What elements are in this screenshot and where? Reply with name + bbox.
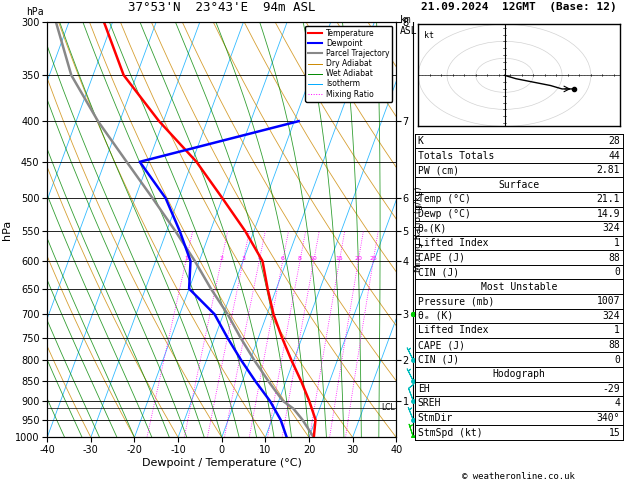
Text: 324: 324	[603, 224, 620, 233]
Text: 6: 6	[281, 256, 284, 261]
Text: Lifted Index: Lifted Index	[418, 326, 488, 335]
Text: 88: 88	[608, 253, 620, 262]
Text: CIN (J): CIN (J)	[418, 267, 459, 277]
Text: Temp (°C): Temp (°C)	[418, 194, 470, 204]
Text: PW (cm): PW (cm)	[418, 165, 459, 175]
Text: StmSpd (kt): StmSpd (kt)	[418, 428, 482, 437]
Text: 88: 88	[608, 340, 620, 350]
Legend: Temperature, Dewpoint, Parcel Trajectory, Dry Adiabat, Wet Adiabat, Isotherm, Mi: Temperature, Dewpoint, Parcel Trajectory…	[305, 26, 392, 102]
Text: 15: 15	[608, 428, 620, 437]
Text: 28: 28	[608, 136, 620, 146]
Text: 25: 25	[369, 256, 377, 261]
Text: 44: 44	[608, 151, 620, 160]
Text: Most Unstable: Most Unstable	[481, 282, 557, 292]
Text: CAPE (J): CAPE (J)	[418, 340, 465, 350]
Text: hPa: hPa	[26, 7, 44, 17]
Text: 2: 2	[220, 256, 223, 261]
Text: Surface: Surface	[498, 180, 540, 190]
Text: 10: 10	[310, 256, 318, 261]
Text: 37°53'N  23°43'E  94m ASL: 37°53'N 23°43'E 94m ASL	[128, 0, 316, 14]
Text: CAPE (J): CAPE (J)	[418, 253, 465, 262]
Text: © weatheronline.co.uk: © weatheronline.co.uk	[462, 472, 576, 481]
Text: 15: 15	[335, 256, 343, 261]
Text: Lifted Index: Lifted Index	[418, 238, 488, 248]
Text: 324: 324	[603, 311, 620, 321]
Text: kt: kt	[424, 31, 434, 40]
Text: 1: 1	[615, 326, 620, 335]
Text: 1007: 1007	[597, 296, 620, 306]
Text: 21.1: 21.1	[597, 194, 620, 204]
Text: θₑ (K): θₑ (K)	[418, 311, 453, 321]
Text: 21.09.2024  12GMT  (Base: 12): 21.09.2024 12GMT (Base: 12)	[421, 2, 617, 12]
Y-axis label: hPa: hPa	[3, 220, 12, 240]
Text: 14.9: 14.9	[597, 209, 620, 219]
Text: 2.81: 2.81	[597, 165, 620, 175]
Text: 340°: 340°	[597, 413, 620, 423]
Text: 0: 0	[615, 355, 620, 364]
Text: Totals Totals: Totals Totals	[418, 151, 494, 160]
Text: 8: 8	[298, 256, 302, 261]
Text: Hodograph: Hodograph	[493, 369, 545, 379]
X-axis label: Dewpoint / Temperature (°C): Dewpoint / Temperature (°C)	[142, 458, 302, 468]
Text: 3: 3	[241, 256, 245, 261]
Text: 20: 20	[354, 256, 362, 261]
Text: 4: 4	[257, 256, 261, 261]
Y-axis label: Mixing Ratio (g/kg): Mixing Ratio (g/kg)	[415, 187, 423, 273]
Text: -29: -29	[603, 384, 620, 394]
Text: θₑ(K): θₑ(K)	[418, 224, 447, 233]
Text: SREH: SREH	[418, 399, 441, 408]
Text: Pressure (mb): Pressure (mb)	[418, 296, 494, 306]
Text: K: K	[418, 136, 423, 146]
Text: LCL: LCL	[381, 403, 395, 413]
Text: StmDir: StmDir	[418, 413, 453, 423]
Text: CIN (J): CIN (J)	[418, 355, 459, 364]
Text: 4: 4	[615, 399, 620, 408]
Text: km
ASL: km ASL	[399, 15, 417, 36]
Text: 1: 1	[615, 238, 620, 248]
Text: 1: 1	[184, 256, 188, 261]
Text: Dewp (°C): Dewp (°C)	[418, 209, 470, 219]
Text: EH: EH	[418, 384, 430, 394]
Text: 0: 0	[615, 267, 620, 277]
